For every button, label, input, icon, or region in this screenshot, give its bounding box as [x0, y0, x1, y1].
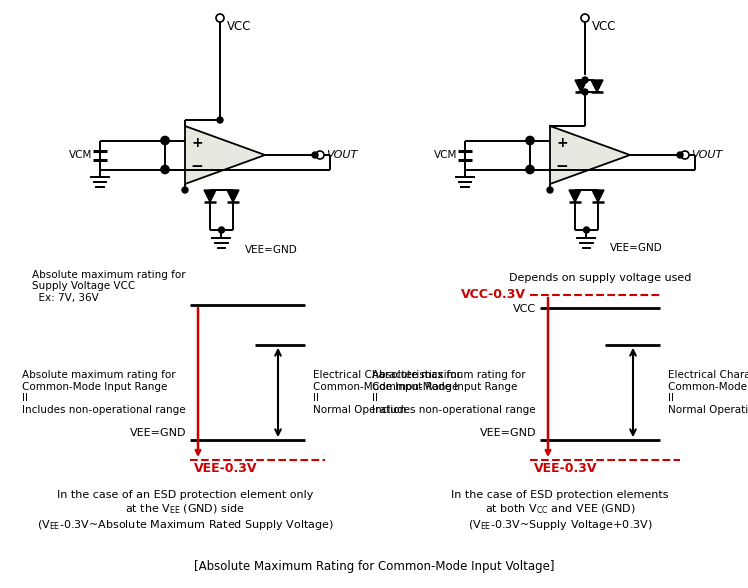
Text: VOUT: VOUT: [326, 150, 358, 160]
Circle shape: [216, 14, 224, 22]
Circle shape: [526, 136, 534, 145]
Text: Absolute maximum rating for
Common-Mode Input Range
II
Includes non-operational : Absolute maximum rating for Common-Mode …: [373, 370, 536, 415]
Circle shape: [217, 117, 223, 123]
Text: VEE-0.3V: VEE-0.3V: [534, 462, 598, 475]
Text: VEE-0.3V: VEE-0.3V: [194, 462, 257, 475]
Text: VCC-0.3V: VCC-0.3V: [461, 289, 526, 302]
Circle shape: [527, 138, 533, 143]
Text: Electrical Characteristics for
Common-Mode Input Range
II
Normal Operation: Electrical Characteristics for Common-Mo…: [313, 370, 461, 415]
Text: VEE=GND: VEE=GND: [610, 243, 663, 253]
Circle shape: [162, 138, 168, 143]
Text: Depends on supply voltage used: Depends on supply voltage used: [509, 273, 691, 283]
Circle shape: [681, 151, 689, 159]
Polygon shape: [575, 80, 587, 92]
Circle shape: [316, 151, 324, 159]
Text: VEE=GND: VEE=GND: [245, 245, 298, 255]
Polygon shape: [204, 190, 216, 202]
Circle shape: [582, 77, 588, 83]
Circle shape: [526, 165, 534, 173]
Circle shape: [547, 187, 553, 193]
Polygon shape: [591, 80, 603, 92]
Circle shape: [162, 166, 168, 172]
Circle shape: [182, 187, 188, 193]
Polygon shape: [569, 190, 581, 202]
Circle shape: [581, 14, 589, 22]
Text: VOUT: VOUT: [691, 150, 723, 160]
Text: VCC: VCC: [513, 304, 536, 314]
Circle shape: [677, 152, 683, 158]
Text: +: +: [557, 136, 568, 151]
Text: −: −: [191, 159, 203, 174]
Polygon shape: [550, 126, 630, 184]
Text: [Absolute Maximum Rating for Common-Mode Input Voltage]: [Absolute Maximum Rating for Common-Mode…: [194, 560, 554, 573]
Text: −: −: [556, 159, 568, 174]
Text: Absolute maximum rating for
Supply Voltage VCC
  Ex: 7V, 36V: Absolute maximum rating for Supply Volta…: [32, 270, 186, 303]
Circle shape: [161, 136, 169, 145]
Text: VEE=GND: VEE=GND: [479, 428, 536, 438]
Text: +: +: [191, 136, 203, 151]
Circle shape: [527, 166, 533, 172]
Text: Electrical Characteristics for
Common-Mode Input Range
II
Normal Operation: Electrical Characteristics for Common-Mo…: [668, 370, 748, 415]
Polygon shape: [185, 126, 265, 184]
Text: VCM: VCM: [434, 150, 457, 160]
Text: VCC: VCC: [592, 20, 616, 33]
Polygon shape: [592, 190, 604, 202]
Circle shape: [161, 165, 169, 173]
Text: Absolute maximum rating for
Common-Mode Input Range
II
Includes non-operational : Absolute maximum rating for Common-Mode …: [22, 370, 186, 415]
Text: VCM: VCM: [69, 150, 92, 160]
Polygon shape: [227, 190, 239, 202]
Circle shape: [582, 89, 588, 95]
Text: In the case of ESD protection elements
at both V$_{\rm CC}$ and VEE (GND)
(V$_{\: In the case of ESD protection elements a…: [451, 490, 669, 532]
Text: VEE=GND: VEE=GND: [129, 428, 186, 438]
Circle shape: [583, 227, 589, 233]
Circle shape: [218, 227, 224, 233]
Text: VCC: VCC: [227, 20, 251, 33]
Circle shape: [312, 152, 318, 158]
Text: In the case of an ESD protection element only
at the V$_{\rm EE}$ (GND) side
(V$: In the case of an ESD protection element…: [37, 490, 334, 532]
